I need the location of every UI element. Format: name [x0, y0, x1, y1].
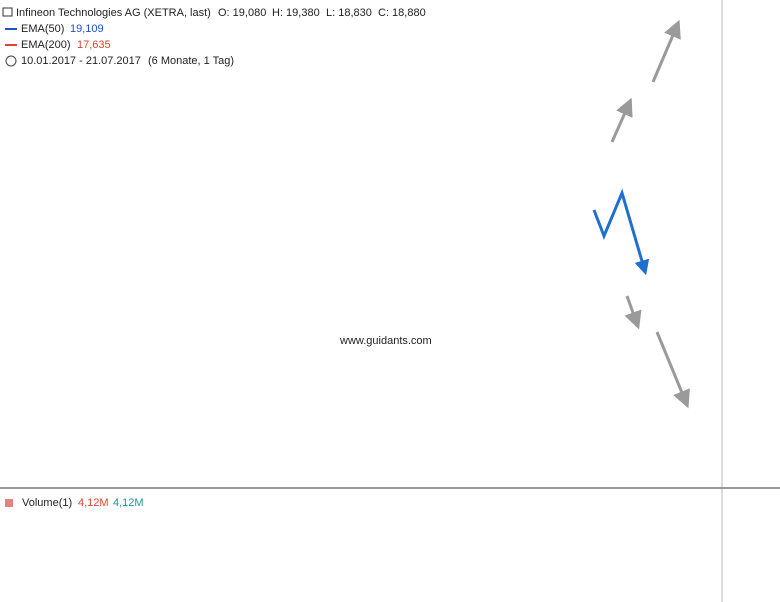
arrow: [624, 295, 642, 330]
arrow: [610, 97, 633, 143]
title: Infineon Technologies AG (XETRA, last): [16, 7, 211, 19]
volume-value: 4,12M: [113, 497, 144, 509]
period: 10.01.2017 - 21.07.2017: [21, 55, 141, 67]
volume-value: 4,12M: [78, 497, 109, 509]
volume-label: Volume(1): [22, 497, 72, 509]
header: Infineon Technologies AG (XETRA, last) O…: [2, 7, 432, 509]
clock-icon: [5, 55, 17, 67]
arrow: [592, 188, 650, 276]
legend-value: 19,109: [70, 23, 104, 35]
watermark: www.guidants.com: [339, 335, 432, 347]
ohlc: O: 19,080: [218, 7, 266, 19]
legend-label: EMA(50): [21, 23, 64, 35]
arrow: [651, 19, 681, 83]
legend-label: EMA(200): [21, 39, 71, 51]
ohlc: L: 18,830: [326, 7, 372, 19]
ohlc: H: 19,380: [272, 7, 320, 19]
ohlc: C: 18,880: [378, 7, 426, 19]
projection-arrows: [592, 19, 690, 409]
arrow: [655, 331, 690, 409]
period-note: (6 Monate, 1 Tag): [148, 55, 234, 67]
icon: [2, 7, 13, 17]
icon: [5, 499, 13, 507]
legend-value: 17,635: [77, 39, 111, 51]
